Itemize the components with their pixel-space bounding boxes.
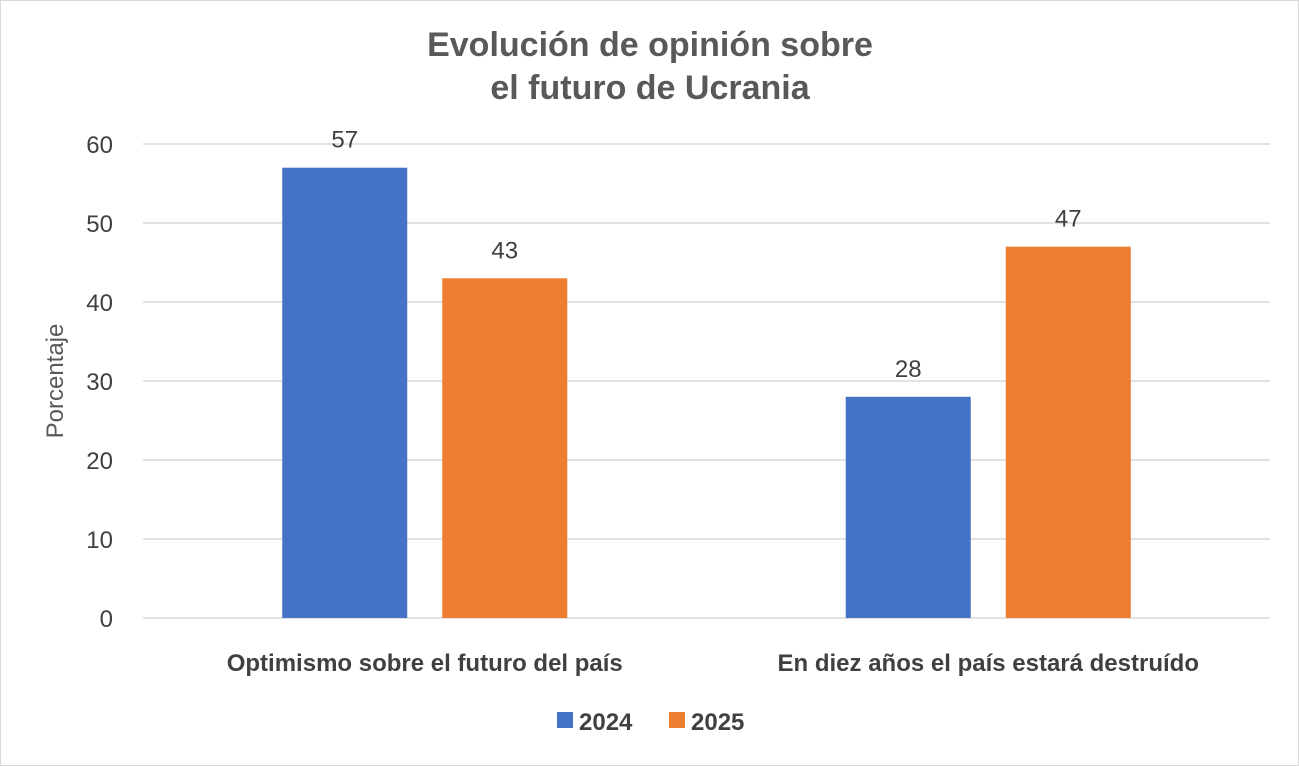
category-label: Optimismo sobre el futuro del país [227,650,623,677]
bar-2024-1 [282,167,408,618]
y-axis-ticks: 0 10 20 30 40 50 60 [86,132,113,633]
y-tick-label: 60 [86,132,113,159]
data-label: 28 [895,356,922,383]
category-label: En diez años el país estará destruído [778,650,1199,677]
data-label: 47 [1055,206,1082,233]
bar-2024-2 [845,396,971,618]
legend: 2024 2025 [557,709,744,736]
y-axis-label: Porcentaje [42,324,69,439]
y-tick-label: 10 [86,527,113,554]
y-tick-label: 40 [86,290,113,317]
bars [282,167,1131,618]
y-tick-label: 30 [86,369,113,396]
chart-title-line-1: Evolución de opinión sobre [427,26,873,64]
bar-2025-1 [442,278,568,618]
bar-2025-2 [1005,246,1131,618]
data-labels: 57 43 28 47 [331,127,1081,383]
y-tick-label: 20 [86,448,113,475]
legend-label: 2024 [579,709,633,736]
y-tick-label: 50 [86,211,113,238]
y-tick-label: 0 [100,606,113,633]
category-labels: Optimismo sobre el futuro del país En die… [227,650,1199,677]
legend-label: 2025 [691,709,744,736]
data-label: 57 [331,127,358,154]
chart-title-line-2: el futuro de Ucrania [490,69,810,107]
data-label: 43 [491,237,518,264]
legend-swatch [557,712,573,728]
legend-swatch [669,712,685,728]
